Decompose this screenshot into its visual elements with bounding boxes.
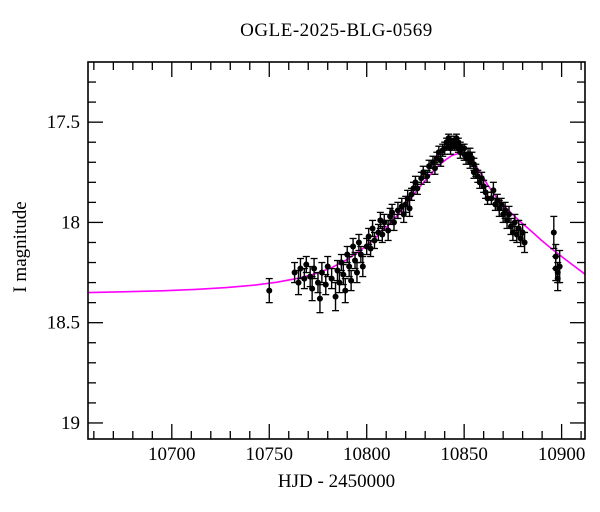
data-point bbox=[437, 157, 444, 164]
model-curve bbox=[87, 152, 586, 294]
data-point bbox=[336, 279, 343, 286]
data-point bbox=[461, 145, 468, 152]
data-point bbox=[480, 183, 487, 190]
data-point bbox=[470, 161, 477, 168]
data-point bbox=[367, 245, 374, 252]
data-point bbox=[402, 201, 409, 208]
data-point bbox=[342, 287, 349, 294]
data-point bbox=[340, 271, 347, 278]
data-point bbox=[301, 275, 308, 282]
data-point bbox=[295, 279, 302, 286]
data-point bbox=[311, 265, 318, 272]
x-tick-label: 10850 bbox=[440, 444, 488, 465]
data-point bbox=[513, 231, 520, 238]
data-point bbox=[346, 263, 353, 270]
chart-title: OGLE-2025-BLG-0569 bbox=[240, 20, 433, 41]
data-point bbox=[515, 225, 522, 232]
data-point bbox=[505, 211, 512, 218]
data-point bbox=[291, 269, 298, 276]
y-tick-label: 17.5 bbox=[47, 112, 80, 133]
data-point bbox=[482, 189, 489, 196]
x-tick-label: 10700 bbox=[148, 444, 196, 465]
data-point bbox=[334, 267, 341, 274]
plot-frame bbox=[87, 61, 586, 440]
data-point bbox=[426, 163, 433, 170]
data-point bbox=[400, 211, 407, 218]
data-point bbox=[408, 191, 415, 198]
data-point bbox=[303, 261, 310, 268]
data-point bbox=[511, 219, 518, 226]
data-point bbox=[554, 275, 561, 282]
data-point bbox=[355, 239, 362, 246]
data-point bbox=[314, 279, 321, 286]
data-point bbox=[521, 239, 528, 246]
data-point bbox=[328, 275, 335, 282]
data-point bbox=[266, 287, 273, 294]
data-point bbox=[322, 281, 329, 288]
data-point bbox=[554, 269, 561, 276]
data-point bbox=[309, 285, 316, 292]
data-point bbox=[488, 195, 495, 202]
data-point bbox=[517, 235, 524, 242]
data-point bbox=[490, 187, 497, 194]
data-point bbox=[324, 263, 331, 270]
data-point bbox=[504, 217, 511, 224]
data-point bbox=[478, 175, 485, 182]
data-point bbox=[412, 179, 419, 186]
data-point bbox=[429, 159, 436, 166]
data-point bbox=[348, 277, 355, 284]
data-point bbox=[550, 229, 557, 236]
data-point bbox=[468, 155, 475, 162]
x-tick-label: 10900 bbox=[538, 444, 586, 465]
data-point bbox=[316, 295, 323, 302]
data-point bbox=[371, 237, 378, 244]
y-tick-label: 19 bbox=[61, 413, 80, 434]
data-point bbox=[379, 231, 386, 238]
data-point bbox=[369, 225, 376, 232]
data-point bbox=[332, 293, 339, 300]
data-point bbox=[404, 195, 411, 202]
data-point bbox=[556, 263, 563, 270]
data-point bbox=[414, 185, 421, 192]
y-tick-label: 18 bbox=[61, 212, 80, 233]
data-point bbox=[381, 219, 388, 226]
data-point bbox=[352, 257, 359, 264]
data-point bbox=[420, 169, 427, 176]
data-point bbox=[353, 269, 360, 276]
data-point bbox=[318, 269, 325, 276]
data-point bbox=[365, 233, 372, 240]
data-point bbox=[494, 197, 501, 204]
data-point bbox=[297, 265, 304, 272]
data-point bbox=[406, 205, 413, 212]
data-point bbox=[338, 259, 345, 266]
data-point bbox=[350, 243, 357, 250]
data-point bbox=[552, 253, 559, 260]
data-point bbox=[385, 227, 392, 234]
data-point bbox=[498, 201, 505, 208]
data-point bbox=[472, 167, 479, 174]
data-point bbox=[394, 207, 401, 214]
x-tick-label: 10800 bbox=[343, 444, 391, 465]
data-point bbox=[390, 219, 397, 226]
data-point bbox=[507, 223, 514, 230]
data-point bbox=[344, 251, 351, 258]
data-point bbox=[418, 175, 425, 182]
data-point bbox=[359, 263, 366, 270]
data-point bbox=[502, 207, 509, 214]
data-point bbox=[389, 209, 396, 216]
data-point bbox=[431, 165, 438, 172]
y-tick-label: 18.5 bbox=[47, 313, 80, 334]
data-point bbox=[519, 229, 526, 236]
data-point bbox=[307, 273, 314, 280]
x-axis-label: HJD - 2450000 bbox=[277, 471, 396, 492]
data-point bbox=[357, 251, 364, 258]
data-point bbox=[424, 173, 431, 180]
x-tick-label: 10750 bbox=[246, 444, 294, 465]
